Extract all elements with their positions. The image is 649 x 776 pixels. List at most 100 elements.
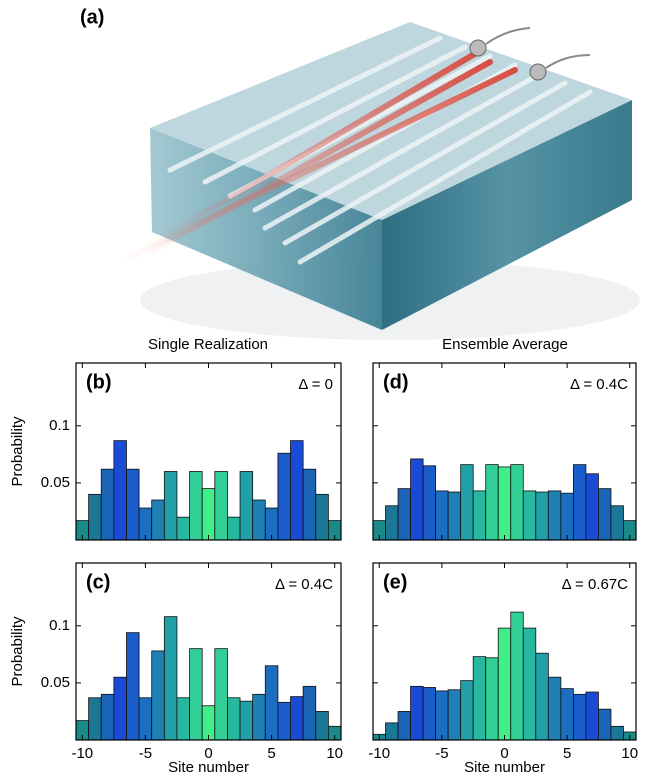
bar (277, 701, 291, 741)
bar (472, 490, 487, 541)
panel-label: (d) (383, 371, 409, 393)
x-tick-label: -5 (139, 745, 152, 762)
bar (290, 696, 304, 741)
bar (113, 676, 127, 741)
bar (397, 488, 411, 541)
x-tick-label: -5 (435, 745, 448, 762)
bar (447, 689, 462, 741)
bar (472, 656, 487, 741)
bar (447, 491, 462, 541)
bar (201, 488, 216, 541)
bar (410, 685, 424, 741)
bar (264, 665, 279, 741)
bar (385, 722, 399, 741)
bar (560, 688, 574, 741)
x-tick-label: 5 (563, 745, 571, 762)
x-tick-label: 0 (204, 745, 212, 762)
panel-label: (c) (86, 571, 110, 593)
bar (214, 471, 228, 541)
x-axis-label: Site number (168, 759, 249, 776)
bar (572, 693, 587, 741)
bar (435, 490, 449, 541)
bar (460, 464, 474, 541)
annotation: Δ = 0.67C (562, 576, 628, 593)
y-tick-label: 0.05 (41, 674, 70, 691)
bar (510, 611, 524, 741)
panel-label: (b) (86, 371, 112, 393)
y-tick-label: 0.05 (41, 474, 70, 491)
bar (100, 693, 115, 741)
panel-label: (a) (80, 6, 104, 28)
bar (201, 705, 216, 741)
bar (302, 685, 317, 741)
y-axis-label: Probability (9, 416, 26, 487)
bar (176, 697, 190, 741)
bar (435, 690, 449, 741)
bar (585, 473, 599, 541)
annotation: Δ = 0.4C (570, 376, 628, 393)
bar (460, 680, 474, 741)
bar (227, 697, 241, 741)
bar (151, 499, 165, 541)
bar (138, 697, 153, 741)
annotation: Δ = 0.4C (275, 576, 333, 593)
bar (535, 491, 549, 541)
bar (422, 465, 437, 541)
x-tick-label: 10 (326, 745, 343, 762)
bar (151, 650, 165, 741)
bar (88, 697, 102, 741)
bar (598, 708, 612, 741)
bar (302, 468, 317, 541)
bar (126, 632, 140, 741)
bar (290, 440, 304, 541)
annotation: Δ = 0 (298, 376, 333, 393)
bar (189, 471, 203, 541)
x-tick-label: 0 (500, 745, 508, 762)
bar (572, 464, 587, 541)
bar (277, 452, 291, 541)
bar (214, 648, 228, 741)
bar (422, 687, 437, 741)
x-axis-label: Site number (464, 759, 545, 776)
x-tick-label: 10 (621, 745, 638, 762)
bar (252, 499, 266, 541)
bar (315, 493, 329, 541)
bar (252, 693, 266, 741)
panel-label: (e) (383, 571, 407, 593)
bar (163, 616, 178, 741)
y-tick-label: 0.1 (49, 417, 70, 434)
bar (610, 725, 624, 741)
y-axis-label: Probability (9, 616, 26, 687)
bar (547, 490, 562, 541)
bar (510, 464, 524, 541)
bar (485, 464, 499, 541)
bar (497, 627, 512, 741)
bar (227, 516, 241, 541)
bar (176, 516, 190, 541)
column-title: Single Realization (148, 336, 268, 353)
bar (88, 493, 102, 541)
bar (598, 488, 612, 541)
bar (585, 691, 599, 741)
x-tick-label: -10 (368, 745, 390, 762)
column-title: Ensemble Average (442, 336, 568, 353)
bar (239, 700, 254, 741)
bar (560, 492, 574, 541)
y-tick-label: 0.1 (49, 617, 70, 634)
bar (522, 627, 537, 741)
x-tick-label: 5 (267, 745, 275, 762)
bar (315, 711, 329, 741)
bar (385, 505, 399, 541)
bar (126, 468, 140, 541)
bar (163, 471, 178, 541)
x-tick-label: -10 (71, 745, 93, 762)
bar (485, 657, 499, 741)
bar (100, 468, 115, 541)
bar (522, 490, 537, 541)
bar (189, 648, 203, 741)
bar (397, 711, 411, 741)
waveguide-illustration (117, 22, 640, 340)
bar (497, 466, 512, 541)
bar (410, 458, 424, 541)
